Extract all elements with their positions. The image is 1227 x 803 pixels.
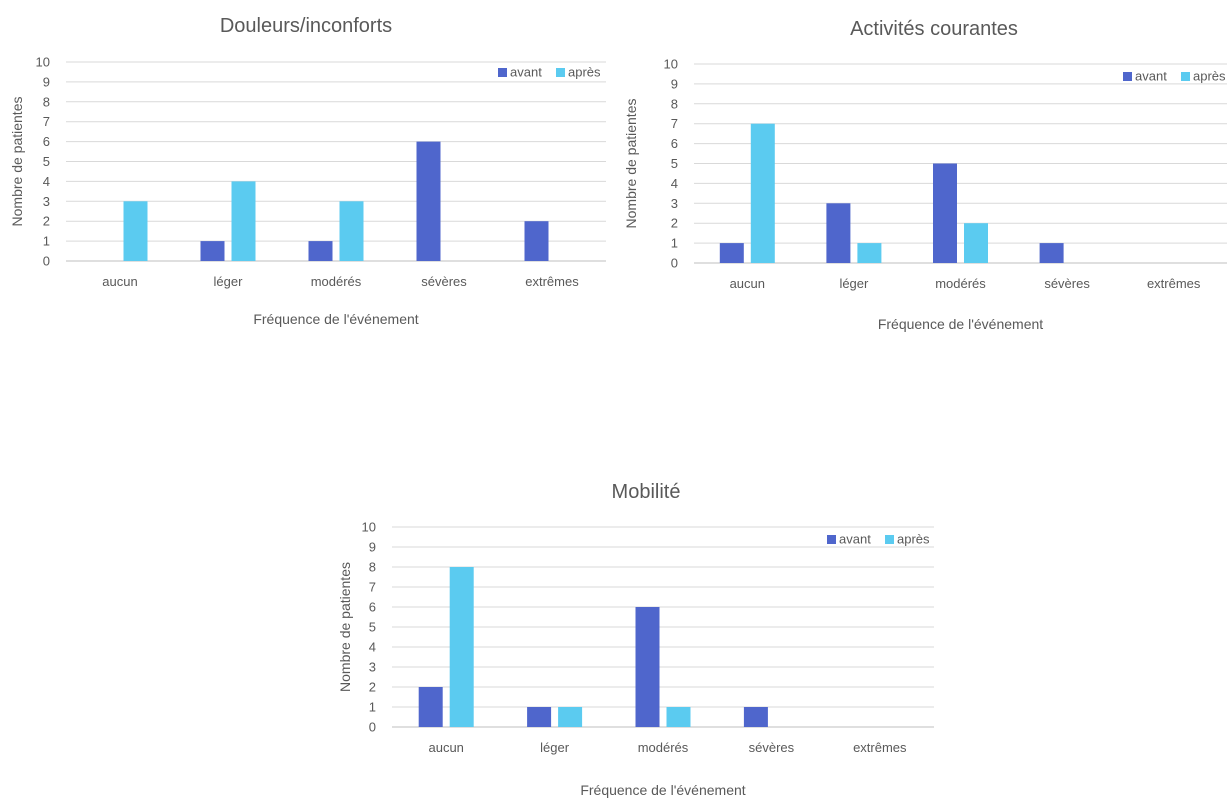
x-category-label: léger [839,276,869,291]
legend: après avant [827,532,930,547]
bar-après [558,707,583,727]
bar-avant [1039,243,1064,263]
chart-title: Mobilité [612,481,681,503]
y-tick-label: 8 [671,96,678,111]
chart-mobilite: Mobilité 0 1 2 3 4 5 6 7 8 9 10 Nombre de patientes a… [320,465,960,798]
legend: après avant [1123,69,1226,84]
y-tick-label: 1 [369,700,376,715]
y-axis-title: Nombre de patientes [9,97,25,227]
bar-avant [200,241,225,261]
legend-label: après [897,532,930,547]
legend: après avant [498,65,601,80]
y-tick-label: 5 [369,620,376,635]
y-tick-label: 7 [671,116,678,131]
x-category-label: léger [540,740,570,755]
bar-après [964,223,988,263]
bar-après [666,707,691,727]
bar-avant [527,707,552,727]
y-tick-label: 1 [43,234,50,249]
x-category-label: extrêmes [1147,276,1201,291]
y-tick-label: 10 [362,520,376,535]
y-tick-label: 8 [43,94,50,109]
y-tick-label: 7 [43,114,50,129]
chart-douleurs: Douleurs/inconforts 0 1 2 3 4 5 6 7 8 9 10 Nombre de… [0,0,612,340]
x-category-label: extrêmes [525,274,579,289]
bar-avant [418,687,443,727]
x-category-label: modérés [935,276,986,291]
y-tick-label: 0 [43,254,50,269]
y-axis-title: Nombre de patientes [623,99,639,229]
x-category-label: léger [214,274,244,289]
y-tick-label: 2 [671,216,678,231]
y-tick-label: 2 [43,214,50,229]
bar-avant [635,607,660,727]
y-tick-label: 1 [671,236,678,251]
legend-label: après [1193,69,1226,84]
y-tick-label: 3 [369,660,376,675]
bar-après [339,201,364,261]
x-axis-title: Fréquence de l'événement [878,316,1043,332]
x-category-label: sévères [421,274,467,289]
y-tick-label: 3 [43,194,50,209]
x-category-label: aucun [428,740,463,755]
chart-svg: Douleurs/inconforts 0 1 2 3 4 5 6 7 8 9 10 Nombre de… [9,15,606,327]
y-tick-label: 6 [369,600,376,615]
bar-avant [416,141,441,261]
y-tick-label: 6 [671,136,678,151]
bar-avant [743,707,768,727]
y-tick-label: 0 [671,256,678,271]
y-tick-label: 9 [671,76,678,91]
y-tick-label: 6 [43,134,50,149]
y-tick-label: 2 [369,680,376,695]
legend-label: avant [1135,69,1167,84]
bar-après [231,181,256,261]
bar-avant [719,243,744,263]
y-tick-label: 5 [671,156,678,171]
chart-svg: Activités courantes 0 1 2 3 4 5 6 7 8 9 10 Nombre de… [623,18,1227,332]
bar-avant [933,163,957,263]
x-axis-title: Fréquence de l'événement [253,311,418,327]
legend-swatch [827,535,836,544]
chart-title: Douleurs/inconforts [220,15,392,37]
bar-après [857,243,882,263]
bar-après [123,201,148,261]
y-tick-label: 4 [671,176,678,191]
bar-avant [524,221,549,261]
y-tick-label: 4 [43,174,50,189]
legend-swatch [1123,72,1132,81]
bar-après [449,567,474,727]
chart-svg: Mobilité 0 1 2 3 4 5 6 7 8 9 10 Nombre de patientes a… [337,481,934,798]
y-axis-title: Nombre de patientes [337,562,353,692]
bar-avant [826,203,851,263]
y-tick-label: 9 [369,540,376,555]
y-tick-label: 8 [369,560,376,575]
y-tick-label: 3 [671,196,678,211]
bar-avant [308,241,333,261]
legend-swatch [885,535,894,544]
legend-swatch [498,68,507,77]
y-tick-label: 4 [369,640,376,655]
y-tick-label: 10 [664,57,678,72]
x-category-label: extrêmes [853,740,907,755]
y-tick-label: 7 [369,580,376,595]
chart-title: Activités courantes [850,18,1018,40]
bar-après [750,123,775,263]
x-category-label: sévères [749,740,795,755]
x-axis-title: Fréquence de l'événement [580,782,745,798]
x-category-label: modérés [311,274,362,289]
legend-swatch [556,68,565,77]
x-category-label: modérés [638,740,689,755]
legend-label: avant [839,532,871,547]
y-tick-label: 0 [369,720,376,735]
y-tick-label: 10 [36,55,50,70]
legend-label: avant [510,65,542,80]
y-tick-label: 5 [43,154,50,169]
legend-label: après [568,65,601,80]
chart-activites: Activités courantes 0 1 2 3 4 5 6 7 8 9 10 Nombre de… [612,0,1227,340]
legend-swatch [1181,72,1190,81]
y-tick-label: 9 [43,74,50,89]
x-category-label: aucun [730,276,765,291]
x-category-label: sévères [1044,276,1090,291]
x-category-label: aucun [102,274,137,289]
